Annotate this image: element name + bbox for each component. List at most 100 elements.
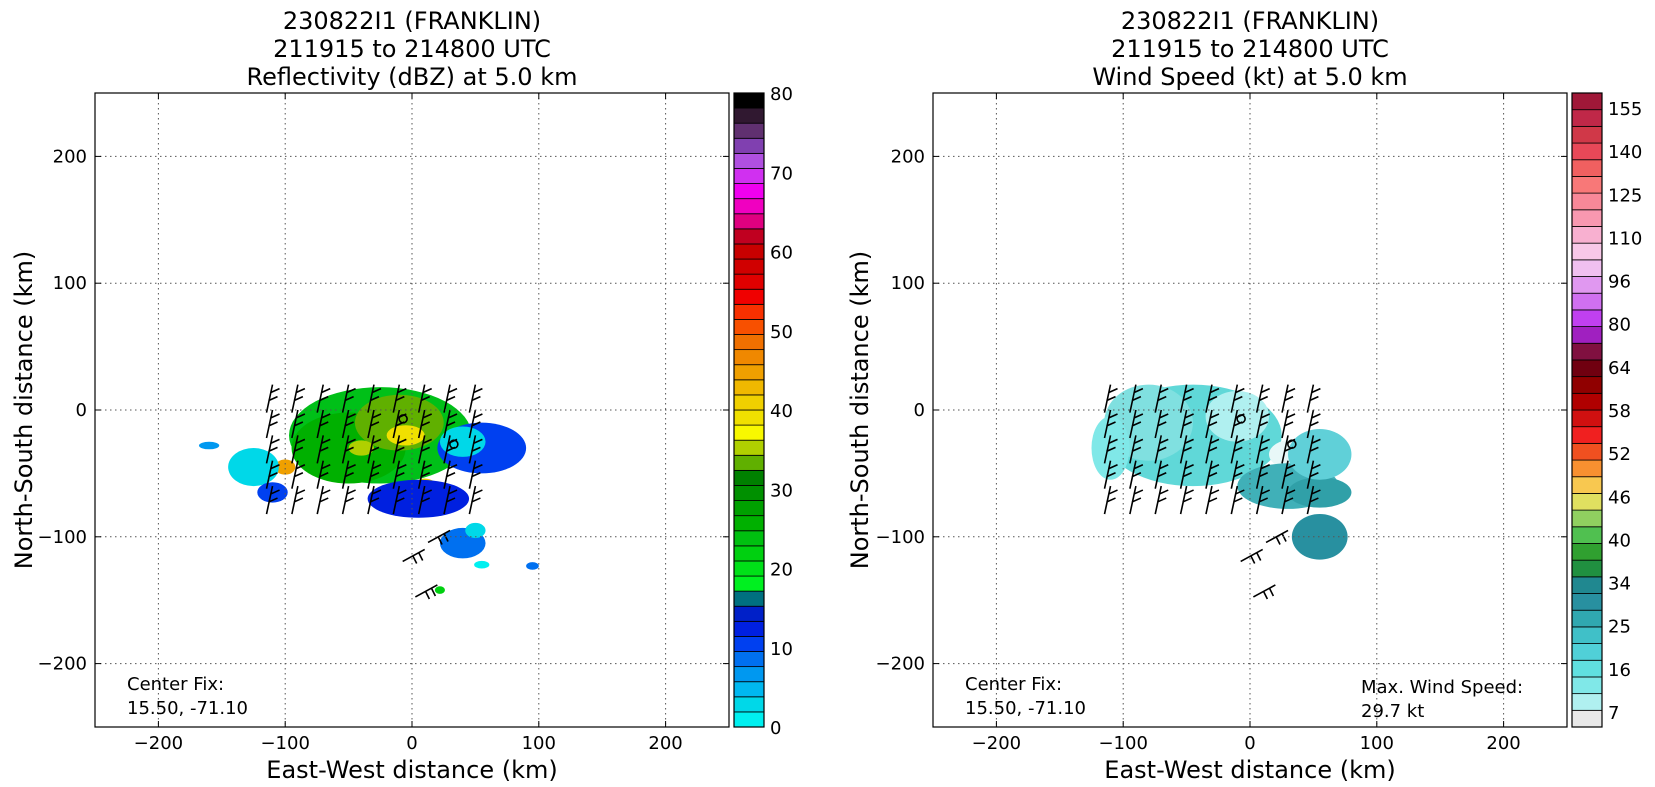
field-cell <box>1291 513 1348 560</box>
colorbar-segment <box>1571 426 1603 444</box>
wind-barb <box>402 548 426 564</box>
wind-barb <box>291 435 306 464</box>
wind-barb <box>291 460 306 489</box>
field-cell <box>465 522 486 539</box>
colorbar-segment <box>733 303 765 320</box>
y-tick-label: 0 <box>914 400 925 421</box>
colorbar-segment <box>733 530 765 547</box>
x-tick-label: −200 <box>972 733 1021 754</box>
x-tick-label: −100 <box>260 733 309 754</box>
max-wind-label: Max. Wind Speed: <box>1361 677 1523 698</box>
wind-barb <box>392 460 407 489</box>
wind-barb <box>1205 409 1220 439</box>
wind-barb <box>1306 485 1321 515</box>
colorbar-segment <box>733 515 765 532</box>
colorbar-tick-label: 110 <box>1608 228 1642 249</box>
field-cell <box>198 441 220 450</box>
wind-barb <box>367 485 382 515</box>
colorbar-segment <box>733 651 765 668</box>
wind-speed-panel: 230822I1 (FRANKLIN)211915 to 214800 UTCW… <box>846 7 1642 784</box>
field-cell <box>386 425 425 446</box>
colorbar-tick-label: 50 <box>770 322 793 343</box>
colorbar-segment <box>1571 626 1603 644</box>
wind-barb <box>1154 460 1169 489</box>
wind-barb <box>468 409 483 439</box>
wind-barb <box>316 409 331 439</box>
colorbar-segment <box>1571 593 1603 611</box>
colorbar: 155 140 125 110 96 80 64 58 52 46 40 34 25 16 7 <box>1571 92 1642 728</box>
wind-barb <box>1281 460 1296 489</box>
colorbar-tick-label: 16 <box>1608 660 1631 681</box>
field-cell <box>275 459 296 475</box>
wind-barb <box>341 485 356 515</box>
wind-barb <box>1205 485 1220 515</box>
colorbar-segment <box>1571 409 1603 428</box>
colorbar-segment <box>1571 159 1603 177</box>
x-tick-label: 0 <box>1244 733 1255 754</box>
field-cell <box>367 479 470 518</box>
y-tick-label: 200 <box>891 146 925 167</box>
wind-barb <box>417 435 433 464</box>
wind-barb <box>417 485 433 515</box>
wind-barb <box>1129 409 1144 439</box>
ticks <box>95 93 729 727</box>
colorbar-tick-label: 64 <box>1608 358 1631 379</box>
colorbar-frame <box>1571 92 1603 728</box>
wind-barb <box>1306 384 1321 413</box>
colorbar-segment <box>733 424 765 441</box>
colorbar-tick-label: 58 <box>1608 401 1631 422</box>
wind-barb <box>1255 435 1271 464</box>
wind-barb <box>1129 384 1144 413</box>
wind-barb <box>1281 485 1296 515</box>
wind-barb <box>1240 548 1264 564</box>
field-cell <box>228 448 279 487</box>
wind-barb <box>1179 460 1194 489</box>
x-tick-label: 100 <box>1360 733 1394 754</box>
wind-barb <box>1205 460 1220 489</box>
colorbar-tick-label: 7 <box>1608 703 1619 724</box>
colorbar-segment <box>1571 643 1603 661</box>
center-fix-value: 15.50, -71.10 <box>965 698 1086 719</box>
wind-barb <box>417 384 433 413</box>
colorbar-segment <box>733 228 765 245</box>
x-tick-label: 100 <box>522 733 556 754</box>
x-axis-label: East-West distance (km) <box>1104 756 1395 784</box>
wind-barb <box>367 435 382 464</box>
colorbar-segment <box>1571 659 1603 678</box>
colorbar-tick-label: 52 <box>1608 444 1631 465</box>
colorbar-segment <box>733 288 765 305</box>
colorbar-segment <box>1571 92 1603 111</box>
field-cell <box>526 562 539 570</box>
colorbar-segment <box>733 168 765 184</box>
chart-title-line: 211915 to 214800 UTC <box>273 35 551 63</box>
field-cell <box>348 440 374 456</box>
wind-barb <box>443 460 458 489</box>
colorbar-segment <box>1571 242 1603 261</box>
center-marker <box>1287 439 1297 450</box>
colorbar-tick-label: 80 <box>1608 315 1631 336</box>
wind-barb <box>1255 485 1271 515</box>
wind-barb <box>265 460 280 489</box>
colorbar-segment <box>1571 359 1603 378</box>
colorbar-tick-label: 70 <box>770 163 793 184</box>
colorbar-segment <box>733 605 765 622</box>
wind-barb <box>417 460 433 489</box>
wind-barb <box>443 485 458 515</box>
chart-title-line: Wind Speed (kt) at 5.0 km <box>1092 63 1407 91</box>
y-tick-label: −100 <box>876 527 925 548</box>
y-tick-label: −200 <box>876 654 925 675</box>
wind-barb <box>1154 435 1169 464</box>
wind-barb <box>1103 409 1118 439</box>
wind-barb <box>367 460 382 489</box>
center-marker <box>1236 414 1246 424</box>
colorbar-segment <box>733 107 765 124</box>
colorbar-segment <box>733 349 765 366</box>
wind-barb <box>316 384 331 413</box>
colorbar-segment <box>733 273 765 290</box>
colorbar-segment <box>733 243 765 260</box>
reflectivity-panel: 230822I1 (FRANKLIN)211915 to 214800 UTCR… <box>10 7 793 784</box>
chart-title-line: 230822I1 (FRANKLIN) <box>1121 7 1379 35</box>
colorbar-tick-label: 25 <box>1608 617 1631 638</box>
wind-barb <box>367 384 382 413</box>
